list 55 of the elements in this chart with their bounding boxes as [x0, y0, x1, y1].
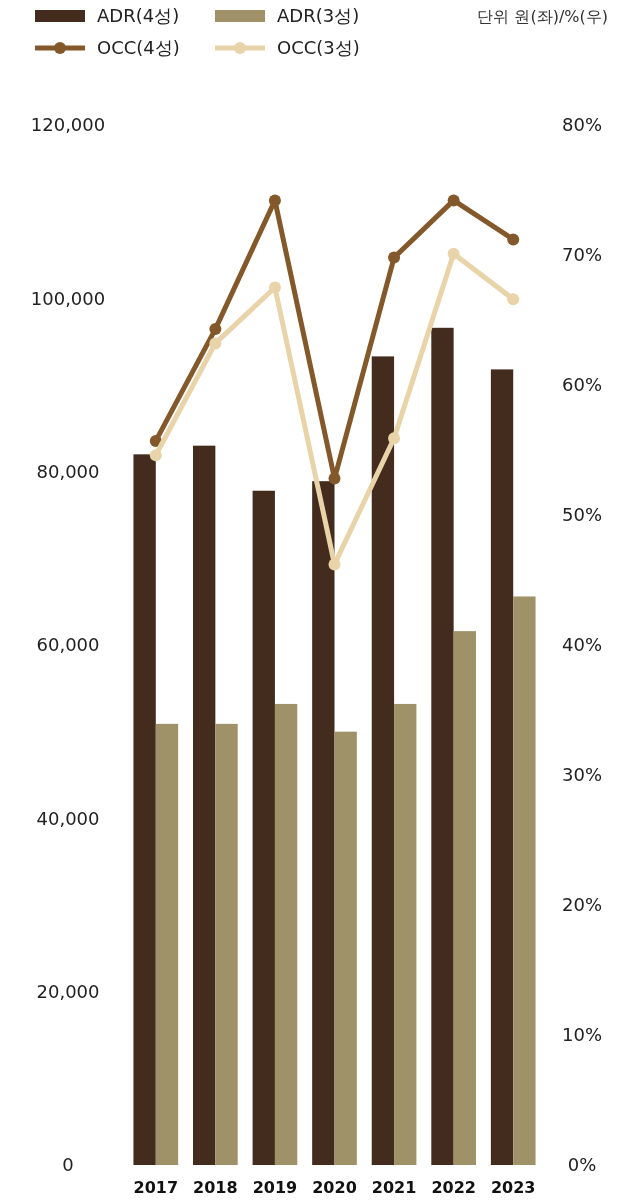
point [268, 281, 281, 294]
y2-tick-label: 60% [561, 374, 603, 396]
x-tick-label: 2019 [252, 1178, 298, 1197]
bar [394, 703, 417, 1165]
legend-label: OCC(3성) [277, 37, 360, 59]
point [209, 337, 222, 350]
bar [371, 356, 395, 1165]
y2-tick-label: 40% [561, 634, 603, 656]
bar [274, 703, 298, 1165]
point [447, 247, 460, 260]
point [328, 472, 341, 485]
point [328, 558, 341, 571]
y-tick-label: 0 [62, 1154, 74, 1176]
y2-tick-label: 0% [567, 1154, 597, 1176]
point [447, 194, 460, 207]
bar [215, 723, 238, 1165]
x-tick-label: 2021 [371, 1178, 417, 1197]
bar [490, 369, 514, 1165]
y-tick-label: 80,000 [36, 460, 100, 482]
bar [193, 445, 216, 1165]
y-tick-label: 20,000 [36, 980, 100, 1002]
bar [155, 723, 179, 1165]
y-tick-label: 40,000 [36, 807, 100, 829]
point [209, 323, 222, 336]
legend-label: ADR(4성) [97, 5, 180, 27]
bar [431, 327, 454, 1165]
y2-tick-label: 30% [561, 764, 603, 786]
bar [513, 596, 536, 1165]
y-tick-label: 100,000 [30, 287, 106, 309]
y-tick-label: 60,000 [36, 634, 100, 656]
y-tick-label: 120,000 [30, 114, 106, 136]
point [388, 432, 401, 445]
x-tick-label: 2018 [193, 1178, 238, 1197]
bar [133, 454, 156, 1165]
bar [312, 481, 335, 1165]
bar [334, 731, 357, 1165]
y2-tick-label: 20% [561, 894, 603, 916]
y2-tick-label: 80% [561, 114, 603, 136]
y2-tick-label: 50% [561, 504, 603, 526]
bar [453, 631, 476, 1165]
point [507, 233, 520, 246]
y2-tick-label: 10% [561, 1024, 603, 1046]
y2-tick-label: 70% [561, 244, 603, 266]
text: 단위 원(좌)/%(우) [477, 7, 608, 26]
point [149, 449, 162, 462]
x-tick-label: 2022 [431, 1178, 476, 1197]
x-tick-label: 2017 [133, 1178, 179, 1197]
point [507, 293, 520, 306]
bar [252, 490, 275, 1165]
x-tick-label: 2020 [312, 1178, 357, 1197]
x-tick-label: 2023 [490, 1178, 536, 1197]
legend-label: ADR(3성) [277, 5, 360, 27]
point [268, 194, 281, 207]
legend-label: OCC(4성) [97, 37, 180, 59]
point [388, 251, 401, 264]
